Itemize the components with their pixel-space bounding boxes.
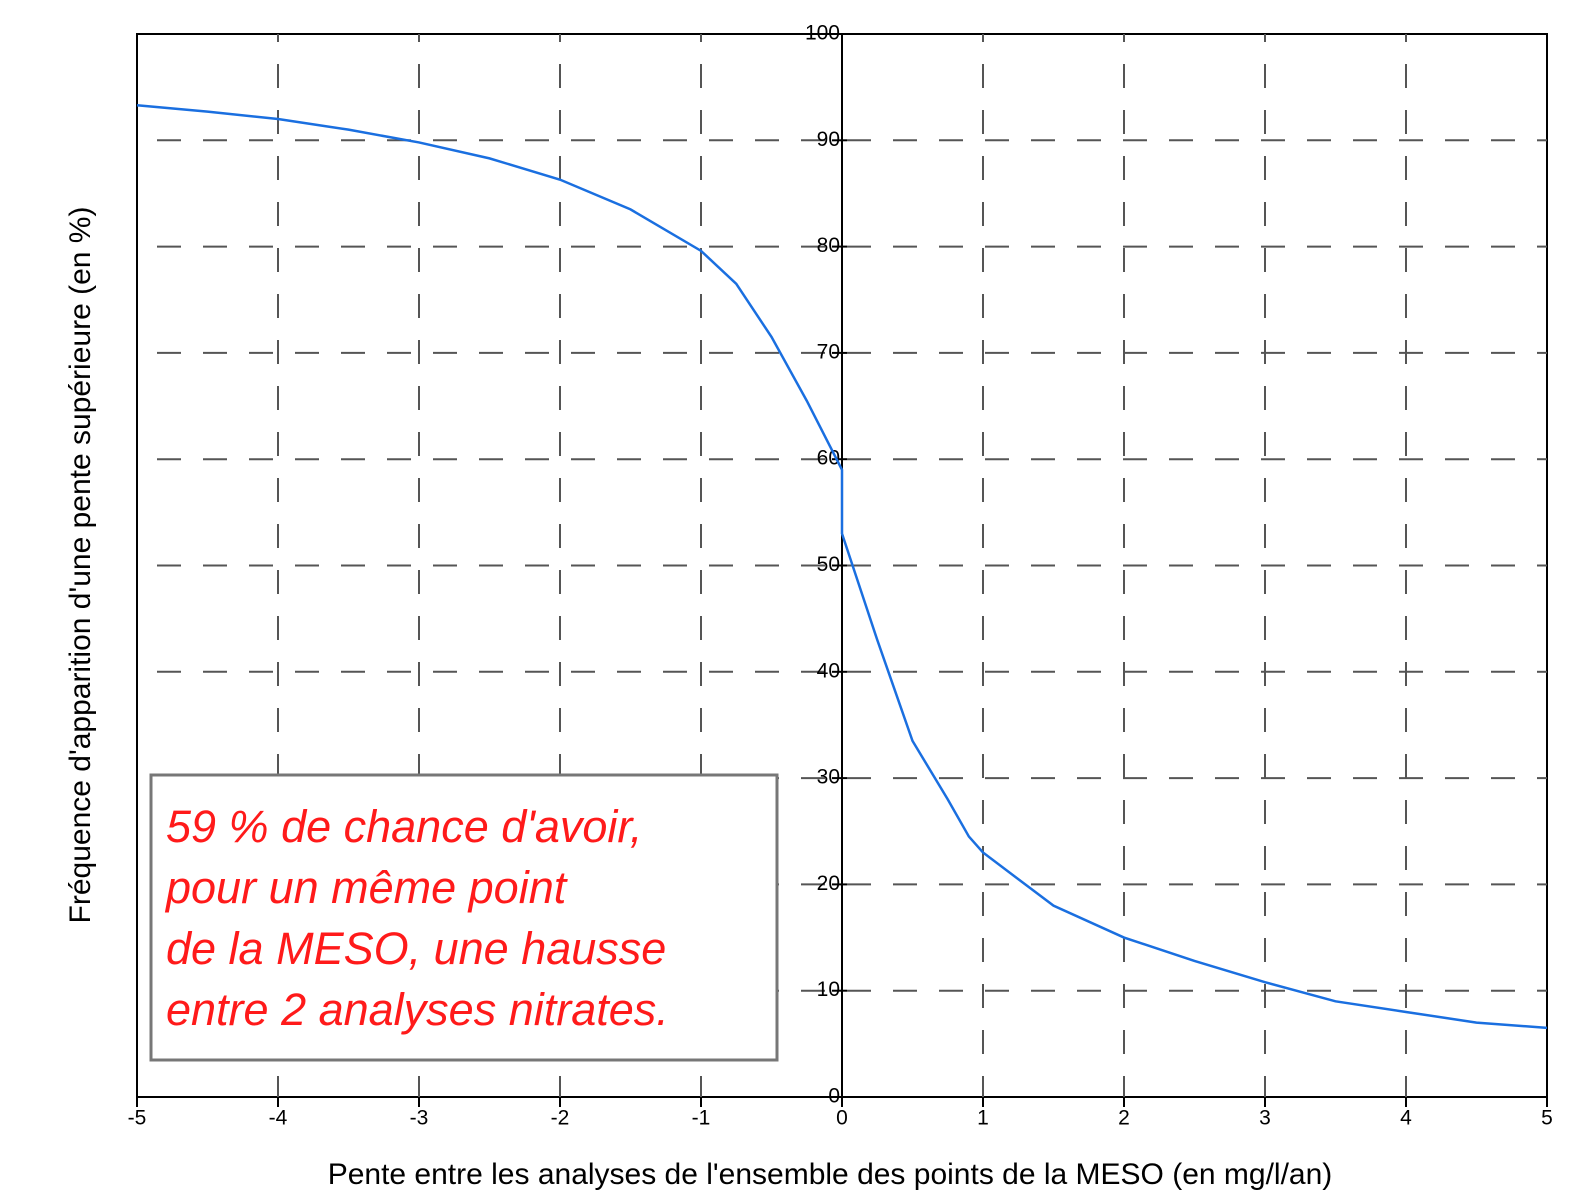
- x-axis-label: Pente entre les analyses de l'ensemble d…: [328, 1158, 1333, 1191]
- y-tick-label: 80: [817, 234, 840, 257]
- x-tick-label: -1: [692, 1107, 711, 1130]
- x-tick-label: 5: [1541, 1107, 1553, 1130]
- y-tick-label: 50: [817, 553, 840, 576]
- annotation-text: pour un même point: [164, 862, 569, 913]
- y-axis-label: Fréquence d'apparition d'une pente supér…: [64, 207, 97, 924]
- annotation-text: de la MESO, une hausse: [166, 923, 666, 974]
- x-tick-label: -2: [551, 1107, 570, 1130]
- annotation-box: [149, 773, 779, 1062]
- x-tick-label: 4: [1400, 1107, 1412, 1130]
- x-tick-label: -4: [269, 1107, 288, 1130]
- annotation-text: entre 2 analyses nitrates.: [166, 984, 669, 1035]
- x-tick-label: 2: [1118, 1107, 1130, 1130]
- y-tick-label: 20: [817, 872, 840, 895]
- x-tick-label: 3: [1259, 1107, 1271, 1130]
- x-tick-label: 1: [977, 1107, 989, 1130]
- y-tick-label: 90: [817, 128, 840, 151]
- y-tick-label: 70: [817, 340, 840, 363]
- y-tick-label: 30: [817, 766, 840, 789]
- annotation-text: 59 % de chance d'avoir,: [166, 801, 642, 852]
- y-tick-label: 40: [817, 659, 840, 682]
- y-tick-label: 10: [817, 978, 840, 1001]
- data-line: [136, 103, 1548, 1030]
- x-tick-label: -5: [128, 1107, 147, 1130]
- y-tick-label: 100: [805, 22, 840, 45]
- x-tick-label: 0: [836, 1107, 848, 1130]
- y-tick-label: 0: [828, 1085, 840, 1108]
- x-tick-label: -3: [410, 1107, 429, 1130]
